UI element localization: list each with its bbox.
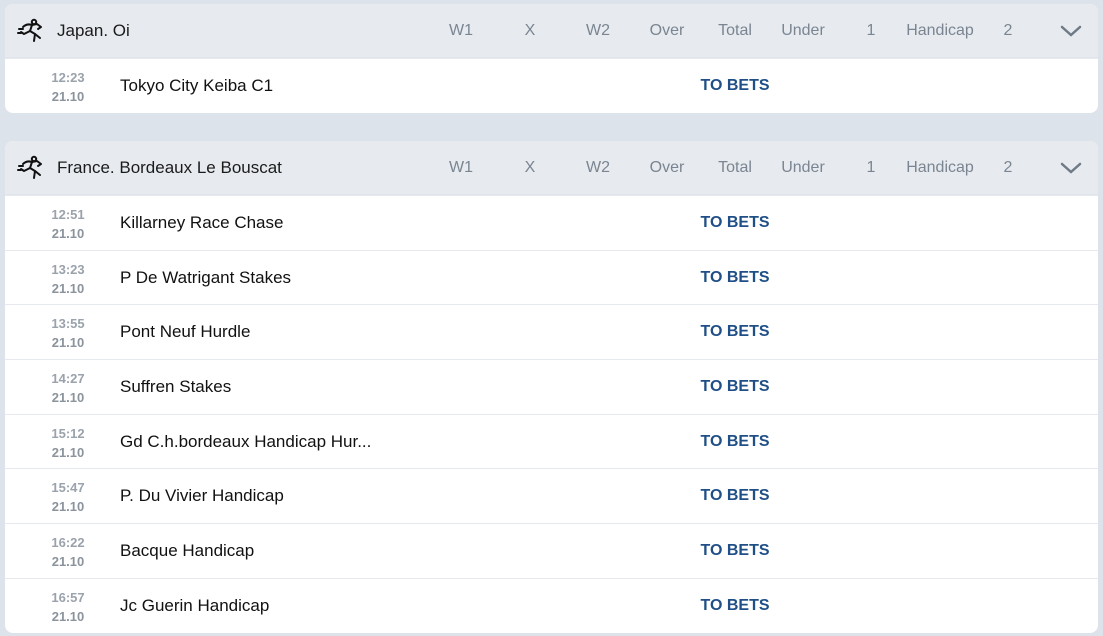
column-header: W1 bbox=[449, 22, 473, 39]
date-text: 21.10 bbox=[51, 335, 85, 351]
time-text: 13:55 bbox=[51, 316, 85, 332]
event-row[interactable]: 16:57 21.10 Jc Guerin Handicap TO BETS bbox=[5, 577, 1098, 633]
date-text: 21.10 bbox=[51, 554, 85, 570]
time-text: 16:57 bbox=[51, 589, 85, 605]
column-header: X bbox=[524, 159, 536, 176]
date-text: 21.10 bbox=[51, 608, 85, 624]
column-header: 2 bbox=[1003, 159, 1013, 176]
league-card: Japan. Oi W1 X W2 Over Total Under 1 Handicap 2 1… bbox=[5, 4, 1098, 113]
event-time: 14:27 21.10 bbox=[43, 369, 93, 407]
column-header: 1 bbox=[866, 159, 876, 176]
to-bets-link[interactable]: TO BETS bbox=[700, 432, 770, 450]
league-header[interactable]: Japan. Oi W1 X W2 Over Total Under 1 Handicap 2 bbox=[5, 4, 1098, 58]
to-bets-link[interactable]: TO BETS bbox=[700, 542, 770, 560]
event-row[interactable]: 15:47 21.10 P. Du Vivier Handicap TO BETS bbox=[5, 468, 1098, 523]
event-row[interactable]: 12:51 21.10 Killarney Race Chase TO BETS bbox=[5, 195, 1098, 250]
chevron-down-icon[interactable] bbox=[1059, 158, 1083, 178]
column-header: Total bbox=[718, 22, 752, 39]
event-name[interactable]: Jc Guerin Handicap bbox=[120, 595, 270, 615]
to-bets-link[interactable]: TO BETS bbox=[700, 214, 770, 231]
to-bets-link[interactable]: TO BETS bbox=[700, 77, 770, 94]
date-text: 21.10 bbox=[51, 499, 85, 515]
column-header: W1 bbox=[449, 159, 473, 176]
horse-racing-icon bbox=[17, 155, 45, 181]
date-text: 21.10 bbox=[51, 226, 85, 241]
event-row[interactable]: 13:55 21.10 Pont Neuf Hurdle TO BETS bbox=[5, 304, 1098, 359]
event-time: 12:23 21.10 bbox=[43, 68, 93, 106]
event-row[interactable]: 15:12 21.10 Gd C.h.bordeaux Handicap Hur.… bbox=[5, 413, 1098, 469]
event-name[interactable]: P. Du Vivier Handicap bbox=[120, 486, 284, 506]
league-title: France. Bordeaux Le Bouscat bbox=[57, 158, 282, 177]
event-row[interactable]: 12:23 21.10 Tokyo City Keiba C1 TO BETS bbox=[5, 58, 1098, 113]
event-time: 15:47 21.10 bbox=[43, 478, 93, 516]
time-text: 15:47 bbox=[51, 480, 85, 496]
event-time: 13:23 21.10 bbox=[43, 260, 93, 298]
event-time: 16:22 21.10 bbox=[43, 533, 93, 571]
column-header: Under bbox=[781, 22, 825, 39]
column-header: W2 bbox=[586, 22, 610, 39]
league-card: France. Bordeaux Le Bouscat W1 X W2 Over Tota… bbox=[5, 141, 1098, 633]
event-time: 12:51 21.10 bbox=[43, 205, 93, 243]
event-name[interactable]: Bacque Handicap bbox=[120, 541, 255, 561]
column-header: Over bbox=[649, 159, 685, 176]
horse-racing-icon bbox=[17, 18, 45, 44]
chevron-down-icon[interactable] bbox=[1059, 21, 1083, 41]
to-bets-link[interactable]: TO BETS bbox=[700, 378, 770, 396]
column-header: X bbox=[524, 22, 536, 39]
time-text: 14:27 bbox=[51, 371, 85, 387]
time-text: 15:12 bbox=[51, 425, 85, 441]
to-bets-link[interactable]: TO BETS bbox=[700, 323, 770, 341]
event-name[interactable]: Pont Neuf Hurdle bbox=[120, 322, 251, 342]
column-header: Total bbox=[718, 159, 752, 176]
column-header: 2 bbox=[1003, 22, 1013, 39]
event-row[interactable]: 14:27 21.10 Suffren Stakes TO BETS bbox=[5, 359, 1098, 414]
to-bets-link[interactable]: TO BETS bbox=[700, 487, 770, 505]
column-header: Over bbox=[649, 22, 685, 39]
column-header: W2 bbox=[586, 159, 610, 176]
league-title: Japan. Oi bbox=[57, 21, 130, 40]
to-bets-link[interactable]: TO BETS bbox=[700, 596, 770, 614]
date-text: 21.10 bbox=[51, 89, 85, 104]
event-name[interactable]: Tokyo City Keiba C1 bbox=[120, 76, 274, 95]
event-row[interactable]: 16:22 21.10 Bacque Handicap TO BETS bbox=[5, 523, 1098, 578]
time-text: 12:23 bbox=[51, 70, 85, 85]
date-text: 21.10 bbox=[51, 444, 85, 460]
time-text: 13:23 bbox=[51, 261, 85, 277]
time-text: 12:51 bbox=[51, 207, 85, 222]
event-time: 15:12 21.10 bbox=[43, 424, 93, 462]
column-header: Handicap bbox=[906, 159, 974, 176]
date-text: 21.10 bbox=[51, 390, 85, 406]
event-row[interactable]: 13:23 21.10 P De Watrigant Stakes TO BETS bbox=[5, 249, 1098, 305]
event-name[interactable]: Gd C.h.bordeaux Handicap Hur... bbox=[120, 431, 372, 451]
column-header: Under bbox=[781, 159, 825, 176]
event-name[interactable]: Killarney Race Chase bbox=[120, 213, 284, 232]
event-name[interactable]: Suffren Stakes bbox=[120, 377, 232, 397]
column-header: 1 bbox=[866, 22, 876, 39]
league-header[interactable]: France. Bordeaux Le Bouscat W1 X W2 Over Tota… bbox=[5, 141, 1098, 195]
event-name[interactable]: P De Watrigant Stakes bbox=[120, 267, 292, 287]
event-time: 13:55 21.10 bbox=[43, 314, 93, 352]
column-header: Handicap bbox=[906, 22, 974, 39]
time-text: 16:22 bbox=[51, 535, 85, 551]
to-bets-link[interactable]: TO BETS bbox=[700, 268, 770, 286]
date-text: 21.10 bbox=[51, 280, 85, 296]
event-time: 16:57 21.10 bbox=[43, 588, 93, 626]
